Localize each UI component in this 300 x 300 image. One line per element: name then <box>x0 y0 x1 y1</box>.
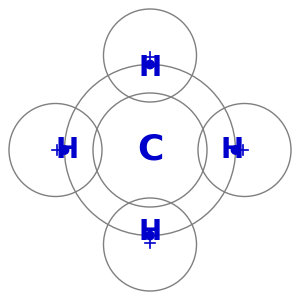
Circle shape <box>146 231 154 240</box>
Text: C: C <box>137 133 163 167</box>
Text: H: H <box>138 218 162 247</box>
Circle shape <box>146 60 154 69</box>
Text: H: H <box>56 136 79 164</box>
Circle shape <box>60 146 69 154</box>
Circle shape <box>231 146 240 154</box>
Text: H: H <box>138 53 162 82</box>
Text: H: H <box>221 136 244 164</box>
